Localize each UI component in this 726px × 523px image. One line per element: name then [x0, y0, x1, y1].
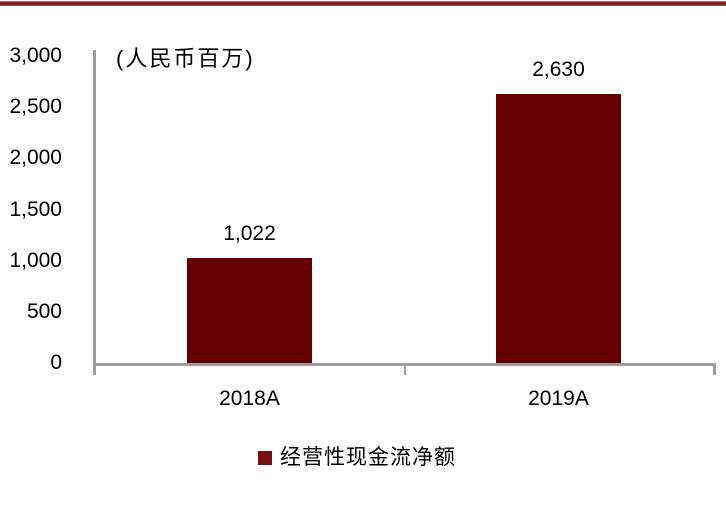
y-axis-line	[93, 50, 96, 375]
x-axis-category-label: 2019A	[528, 387, 589, 410]
x-axis-tick	[404, 364, 406, 375]
legend-marker-icon	[258, 451, 272, 465]
y-axis-tick-label: 1,500	[9, 198, 62, 221]
axis-unit-label: (人民币百万)	[116, 46, 255, 71]
bar-value-label: 1,022	[223, 222, 276, 245]
bar-2019A	[496, 94, 621, 363]
y-axis-tick-label: 0	[50, 351, 62, 374]
bar-2018A	[187, 258, 312, 363]
legend: 经营性现金流净额	[258, 445, 456, 471]
y-axis-tick-label: 3,000	[9, 44, 62, 67]
legend-series-label: 经营性现金流净额	[280, 446, 456, 469]
y-axis-tick-label: 1,000	[9, 249, 62, 272]
x-axis-category-label: 2018A	[219, 387, 280, 410]
y-axis-tick-label: 2,000	[9, 146, 62, 169]
y-axis-tick-label: 500	[26, 300, 62, 323]
x-axis-tick	[713, 363, 716, 375]
y-axis-tick-label: 2,500	[9, 95, 62, 118]
bar-value-label: 2,630	[532, 58, 585, 81]
top-border-rule	[0, 1, 726, 6]
